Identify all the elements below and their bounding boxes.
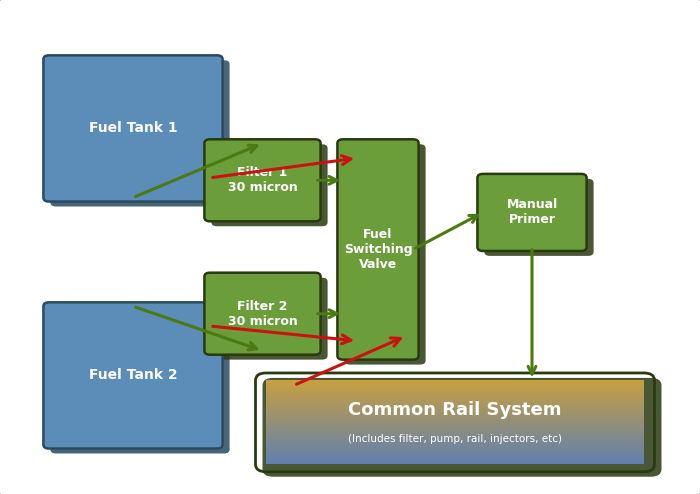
- Text: Manual
Primer: Manual Primer: [506, 199, 558, 226]
- FancyBboxPatch shape: [43, 55, 223, 202]
- Text: Filter 2
30 micron: Filter 2 30 micron: [228, 300, 298, 328]
- FancyBboxPatch shape: [43, 302, 223, 449]
- Text: Fuel Tank 2: Fuel Tank 2: [89, 369, 177, 382]
- FancyBboxPatch shape: [211, 278, 328, 360]
- FancyBboxPatch shape: [50, 60, 230, 206]
- Text: Common Rail System: Common Rail System: [349, 401, 561, 419]
- Text: Fuel Tank 1: Fuel Tank 1: [89, 122, 177, 135]
- FancyBboxPatch shape: [344, 144, 426, 365]
- FancyBboxPatch shape: [477, 174, 587, 251]
- FancyBboxPatch shape: [204, 273, 321, 355]
- FancyBboxPatch shape: [262, 378, 662, 477]
- FancyBboxPatch shape: [50, 307, 230, 453]
- FancyBboxPatch shape: [211, 144, 328, 226]
- Text: Fuel
Switching
Valve: Fuel Switching Valve: [344, 228, 412, 271]
- FancyBboxPatch shape: [204, 139, 321, 221]
- Text: Filter 1
30 micron: Filter 1 30 micron: [228, 166, 298, 194]
- FancyBboxPatch shape: [484, 179, 594, 256]
- FancyBboxPatch shape: [337, 139, 419, 360]
- Text: (Includes filter, pump, rail, injectors, etc): (Includes filter, pump, rail, injectors,…: [348, 434, 562, 444]
